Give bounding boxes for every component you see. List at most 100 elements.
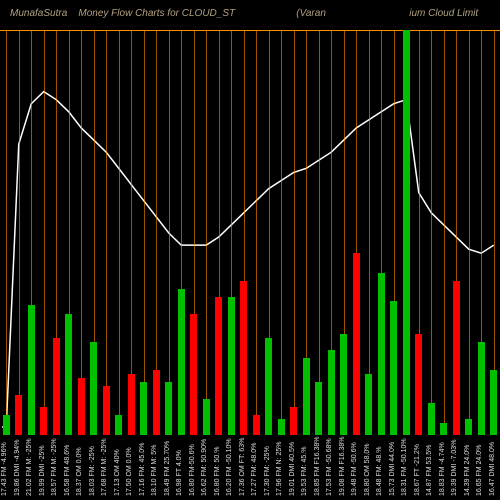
gridline bbox=[444, 31, 445, 435]
gridline bbox=[294, 31, 295, 435]
x-tick-label: 18.67 FT -21.2% bbox=[414, 444, 421, 496]
volume-bar bbox=[153, 370, 160, 435]
gridline bbox=[256, 31, 257, 435]
volume-bar bbox=[453, 281, 460, 435]
volume-bar bbox=[215, 297, 222, 435]
volume-bar bbox=[340, 334, 347, 435]
x-tick-label: 19.53 FM: 45.% bbox=[301, 447, 308, 496]
x-tick-label: 19.99 DMI -25% bbox=[39, 445, 46, 496]
x-tick-label: 16.58 FM 48.6% bbox=[64, 445, 71, 496]
chart-subject: Money Flow Charts for CLOUD_ST bbox=[78, 8, 235, 19]
gridline bbox=[469, 31, 470, 435]
x-tick-label: 16.98 FT 4.0% bbox=[176, 450, 183, 496]
volume-bar bbox=[428, 403, 435, 435]
x-tick-label: 18.57 FM M: -25% bbox=[51, 438, 58, 496]
gridline bbox=[319, 31, 320, 435]
x-tick-label: 14.39 FM 24.0% bbox=[464, 445, 471, 496]
company-frag-1: (Varan bbox=[296, 8, 326, 19]
volume-bar bbox=[3, 415, 10, 435]
x-tick-label: 15.73 DMI 44.0% bbox=[389, 442, 396, 496]
x-tick-label: 18.37 OM 0.0% bbox=[76, 447, 83, 496]
volume-bar bbox=[15, 395, 22, 436]
volume-bar bbox=[315, 382, 322, 435]
x-tick-label: 17.27 FM: 48.0% bbox=[251, 443, 258, 496]
volume-bar bbox=[365, 374, 372, 435]
gridline bbox=[81, 31, 82, 435]
x-tick-label: 19.48 FM -50.6% bbox=[351, 442, 358, 496]
volume-bar bbox=[40, 407, 47, 435]
volume-bar bbox=[65, 314, 72, 436]
company-frag-2: ium Cloud Limit bbox=[409, 8, 478, 19]
x-tick-label: 18.10 FM M: 5% bbox=[151, 445, 158, 496]
gridline bbox=[106, 31, 107, 435]
x-tick-label: 18.83 FM -4.74% bbox=[439, 442, 446, 496]
x-tick-label: 17.53 FM -50.68% bbox=[326, 438, 333, 496]
x-tick-label: 17.43 FM -4.96% bbox=[1, 442, 8, 496]
volume-bar bbox=[140, 382, 147, 435]
x-tick-label: 17.68 FM M: -25% bbox=[101, 438, 108, 496]
volume-bar bbox=[28, 305, 35, 435]
x-tick-label: 17.13 OM 40% bbox=[114, 449, 121, 496]
volume-bar bbox=[253, 415, 260, 435]
volume-bar bbox=[53, 338, 60, 435]
x-axis-labels: 17.43 FM -4.96% 19.86 DMI -4.94% 21.02 FM … bbox=[0, 435, 500, 500]
x-tick-label: 17.96 FM N: 25% bbox=[276, 442, 283, 496]
volume-bar bbox=[465, 419, 472, 435]
x-tick-label: 16.62 FM: 50.90% bbox=[201, 439, 208, 496]
x-tick-label: 19.39 DMI -7.03% bbox=[451, 440, 458, 496]
x-tick-label: 17.30 FM: -25% bbox=[264, 446, 271, 496]
volume-bar bbox=[203, 399, 210, 435]
gridline bbox=[44, 31, 45, 435]
volume-bar bbox=[265, 338, 272, 435]
x-tick-label: 19.01 DMI 40.5% bbox=[289, 442, 296, 496]
brand-name: MunafaSutra bbox=[10, 8, 67, 19]
gridline bbox=[144, 31, 145, 435]
x-tick-label: 16.47 DMI 48.0% bbox=[489, 442, 496, 496]
x-tick-label: 21.02 FM M: -25% bbox=[26, 438, 33, 496]
gridline bbox=[169, 31, 170, 435]
volume-bar bbox=[440, 423, 447, 435]
volume-bar bbox=[328, 350, 335, 435]
volume-bar bbox=[290, 407, 297, 435]
x-tick-label: 18.80 OM 58.0% bbox=[364, 443, 371, 496]
volume-bar bbox=[478, 342, 485, 435]
volume-bar bbox=[390, 301, 397, 435]
gridline bbox=[431, 31, 432, 435]
volume-bar bbox=[378, 273, 385, 435]
x-tick-label: 17.16 FM: 45.0% bbox=[139, 443, 146, 496]
x-tick-label: 16.80 FM-50.6% bbox=[189, 444, 196, 496]
volume-bar bbox=[178, 289, 185, 435]
x-tick-label: 17.50 OM 0.0% bbox=[126, 447, 133, 496]
volume-bar bbox=[278, 419, 285, 435]
volume-bar bbox=[415, 334, 422, 435]
x-tick-label: 16.80 FM: 50.% bbox=[214, 447, 221, 496]
gridline bbox=[19, 31, 20, 435]
volume-bar bbox=[190, 314, 197, 436]
price-line-overlay bbox=[0, 31, 500, 435]
volume-bar bbox=[78, 378, 85, 435]
gridline bbox=[206, 31, 207, 435]
x-tick-label: 18.03 FM: -25% bbox=[89, 446, 96, 496]
x-tick-label: 18.49 FM 25.70% bbox=[164, 441, 171, 496]
volume-bar bbox=[90, 342, 97, 435]
volume-bar bbox=[115, 415, 122, 435]
gridline bbox=[281, 31, 282, 435]
x-tick-label: 16.20 FM -50.10% bbox=[226, 438, 233, 496]
x-tick-label: 19.08 FM F16.38% bbox=[339, 436, 346, 496]
x-tick-label: 14.87 FM 53.5% bbox=[426, 445, 433, 496]
volume-bar bbox=[353, 253, 360, 435]
chart-plot-area bbox=[0, 30, 500, 435]
x-tick-label: 18.85 FM F16.38% bbox=[314, 436, 321, 496]
x-tick-label: 18.31 FM -50.10% bbox=[401, 438, 408, 496]
gridline bbox=[6, 31, 7, 435]
chart-title: MunafaSutra Money Flow Charts for CLOUD_… bbox=[10, 8, 490, 19]
volume-bar bbox=[128, 374, 135, 435]
x-tick-label: 17.36 OM FT: 63% bbox=[239, 438, 246, 496]
x-tick-label: 18.48 FM: 48.% bbox=[376, 447, 383, 496]
volume-bar bbox=[228, 297, 235, 435]
volume-bar bbox=[403, 30, 410, 435]
volume-bar bbox=[165, 382, 172, 435]
x-tick-label: 19.86 DMI -4.94% bbox=[14, 440, 21, 496]
volume-bar bbox=[490, 370, 497, 435]
gridline bbox=[119, 31, 120, 435]
